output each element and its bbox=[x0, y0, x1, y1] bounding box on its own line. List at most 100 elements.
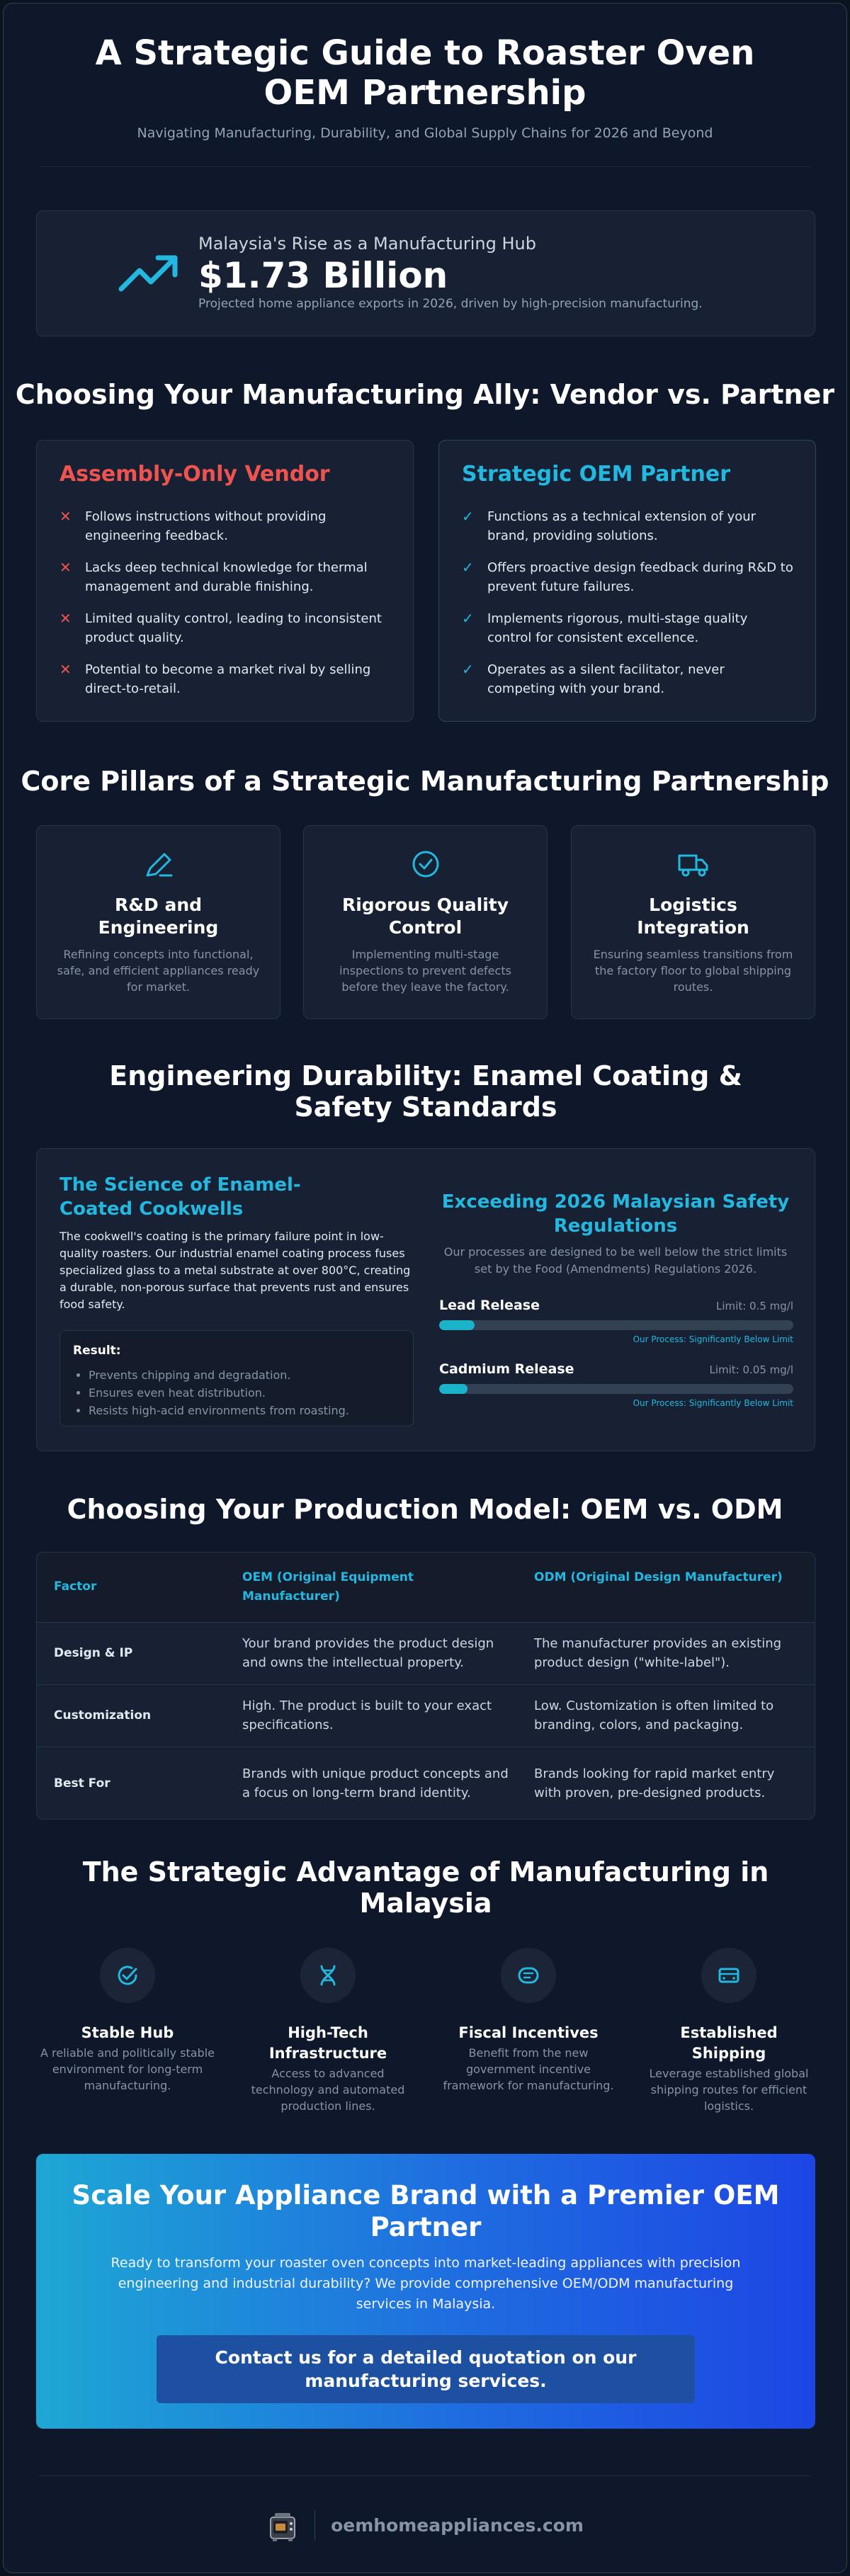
meter-track bbox=[439, 1320, 793, 1330]
table-header-cell: ODM (Original Design Manufacturer) bbox=[534, 1570, 783, 1584]
dna-icon bbox=[320, 1965, 336, 1986]
table-cell: The manufacturer provides an existing pr… bbox=[534, 1636, 782, 1670]
safety-title: Exceeding 2026 Malaysian Safety Regulati… bbox=[441, 1191, 790, 1237]
partner-card: Strategic OEM Partner ✓ Functions as a te… bbox=[438, 440, 816, 722]
table-cell: Customization bbox=[54, 1708, 152, 1723]
advantage-item: Established Shipping Leverage establishe… bbox=[636, 1948, 822, 2114]
roaster-oven-logo bbox=[270, 2513, 296, 2541]
stat-value: $1.73 Billion bbox=[198, 255, 448, 296]
comparison-table: Factor OEM (Original Equipment Manufactu… bbox=[36, 1552, 815, 1820]
advantage-item: Stable Hub A reliable and politically st… bbox=[35, 1948, 220, 2094]
result-list: Prevents chipping and degradation. Ensur… bbox=[89, 1366, 349, 1419]
list-item: Prevents chipping and degradation. bbox=[89, 1366, 349, 1384]
advantage-text: Access to advanced technology and automa… bbox=[251, 2067, 405, 2113]
pillar-card: R&D and Engineering Refining concepts in… bbox=[36, 825, 280, 1019]
pillar-title: Rigorous Quality Control bbox=[341, 895, 509, 938]
x-icon: ✕ bbox=[60, 508, 72, 525]
divider bbox=[39, 166, 811, 167]
meter-name: Lead Release bbox=[439, 1298, 540, 1313]
vendor-title: Assembly-Only Vendor bbox=[60, 462, 330, 487]
tag-icon bbox=[518, 1967, 539, 1984]
section-title-durability: Engineering Durability: Enamel Coating &… bbox=[109, 1060, 742, 1123]
advantage-text: A reliable and politically stable enviro… bbox=[40, 2046, 215, 2092]
section-title-malaysia: The Strategic Advantage of Manufacturing… bbox=[82, 1856, 769, 1919]
icon-circle bbox=[300, 1948, 356, 2003]
contact-quote-label: Contact us for a detailed quotation on o… bbox=[215, 2347, 637, 2391]
stat-description: Projected home appliance exports in 2026… bbox=[198, 297, 703, 311]
enamel-title: The Science of Enamel-Coated Cookwells bbox=[60, 1174, 301, 1220]
partner-list: ✓ Functions as a technical extension of y… bbox=[462, 507, 795, 711]
table-cell: Brands with unique product concepts and … bbox=[242, 1766, 509, 1800]
table-header-row: Factor OEM (Original Equipment Manufactu… bbox=[37, 1553, 815, 1622]
vendor-card: Assembly-Only Vendor ✕ Follows instructio… bbox=[36, 440, 414, 722]
advantage-title: Fiscal Incentives bbox=[458, 2024, 599, 2041]
section-title-pillars: Core Pillars of a Strategic Manufacturin… bbox=[21, 766, 829, 797]
table-cell: Best For bbox=[54, 1776, 110, 1791]
meter-fill bbox=[439, 1384, 468, 1394]
list-item: ✓ Operates as a silent facilitator, never… bbox=[462, 661, 725, 696]
page-subtitle: Navigating Manufacturing, Durability, an… bbox=[137, 125, 713, 141]
cta-banner: Scale Your Appliance Brand with a Premie… bbox=[36, 2154, 815, 2429]
meter-note: Our Process: Significantly Below Limit bbox=[633, 1334, 793, 1344]
list-item: Resists high-acid environments from roas… bbox=[89, 1402, 349, 1419]
icon-circle bbox=[701, 1948, 756, 2003]
meter-fill bbox=[439, 1320, 475, 1330]
stat-card: Malaysia's Rise as a Manufacturing Hub $… bbox=[36, 210, 815, 336]
trending-up-icon bbox=[118, 255, 178, 292]
safety-text: Our processes are designed to be well be… bbox=[443, 1245, 788, 1276]
meter-limit: Limit: 0.05 mg/l bbox=[709, 1363, 793, 1376]
durability-card: The Science of Enamel-Coated Cookwells T… bbox=[36, 1148, 815, 1451]
advantage-text: Benefit from the new government incentiv… bbox=[443, 2046, 614, 2092]
advantage-item: Fiscal Incentives Benefit from the new g… bbox=[436, 1948, 621, 2094]
section-title-model: Choosing Your Production Model: OEM vs. … bbox=[67, 1494, 783, 1525]
advantage-title: Established Shipping bbox=[680, 2024, 778, 2062]
header: A Strategic Guide to Roaster Oven OEM Pa… bbox=[4, 33, 846, 141]
footer: oemhomeappliances.com bbox=[4, 2504, 846, 2546]
pillar-title: R&D and Engineering bbox=[98, 895, 219, 938]
result-box: Result: Prevents chipping and degradatio… bbox=[60, 1330, 414, 1426]
list-item: ✓ Offers proactive design feedback during… bbox=[462, 559, 793, 594]
footer-site-link[interactable]: oemhomeappliances.com bbox=[331, 2514, 584, 2536]
table-header-cell: OEM (Original Equipment Manufacturer) bbox=[242, 1570, 414, 1604]
list-item: ✕ Lacks deep technical knowledge for ther… bbox=[60, 559, 368, 594]
vendor-list: ✕ Follows instructions without providing … bbox=[60, 507, 393, 711]
lead-meter: Lead Release Limit: 0.5 mg/l Our Process… bbox=[439, 1298, 793, 1344]
pillar-card: Logistics Integration Ensuring seamless … bbox=[571, 825, 815, 1019]
x-icon: ✕ bbox=[60, 610, 72, 627]
divider bbox=[39, 2475, 811, 2476]
pen-icon bbox=[146, 853, 172, 877]
table-header-cell: Factor bbox=[54, 1579, 97, 1594]
section-title-ally: Choosing Your Manufacturing Ally: Vendor… bbox=[15, 379, 835, 410]
meter-name: Cadmium Release bbox=[439, 1361, 574, 1377]
meter-note: Our Process: Significantly Below Limit bbox=[633, 1398, 793, 1408]
result-title: Result: bbox=[73, 1344, 121, 1358]
list-item: Ensures even heat distribution. bbox=[89, 1384, 349, 1402]
check-circle-icon bbox=[412, 851, 438, 878]
page-title: A Strategic Guide to Roaster Oven OEM Pa… bbox=[95, 33, 755, 113]
stat-label: Malaysia's Rise as a Manufacturing Hub bbox=[198, 234, 536, 254]
check-icon: ✓ bbox=[462, 508, 474, 525]
cta-title: Scale Your Appliance Brand with a Premie… bbox=[72, 2180, 780, 2242]
advantage-title: High-Tech Infrastructure bbox=[268, 2024, 387, 2062]
table-cell: High. The product is built to your exact… bbox=[242, 1698, 492, 1732]
pillar-text: Ensuring seamless transitions from the f… bbox=[593, 948, 793, 994]
bus-icon bbox=[718, 1968, 740, 1983]
table-cell: Brands looking for rapid market entry wi… bbox=[534, 1766, 775, 1800]
list-item: ✕ Potential to become a market rival by s… bbox=[60, 661, 371, 696]
icon-circle bbox=[501, 1948, 556, 2003]
x-icon: ✕ bbox=[60, 559, 72, 576]
enamel-text: The cookwell's coating is the primary fa… bbox=[60, 1230, 411, 1311]
table-row: Design & IP Your brand provides the prod… bbox=[37, 1622, 815, 1684]
cta-text: Ready to transform your roaster oven con… bbox=[110, 2255, 741, 2312]
cadmium-meter: Cadmium Release Limit: 0.05 mg/l Our Pro… bbox=[439, 1361, 793, 1408]
partner-title: Strategic OEM Partner bbox=[462, 462, 731, 487]
infographic-page: A Strategic Guide to Roaster Oven OEM Pa… bbox=[3, 3, 847, 2573]
advantage-item: High-Tech Infrastructure Access to advan… bbox=[235, 1948, 421, 2114]
advantage-text: Leverage established global shipping rou… bbox=[649, 2067, 809, 2113]
truck-icon bbox=[678, 854, 708, 877]
advantage-title: Stable Hub bbox=[81, 2024, 174, 2041]
contact-quote-button[interactable]: Contact us for a detailed quotation on o… bbox=[157, 2335, 695, 2403]
list-item: ✓ Implements rigorous, multi-stage qualit… bbox=[462, 610, 748, 645]
footer-separator bbox=[314, 2510, 316, 2540]
table-row: Best For Brands with unique product conc… bbox=[37, 1747, 815, 1819]
